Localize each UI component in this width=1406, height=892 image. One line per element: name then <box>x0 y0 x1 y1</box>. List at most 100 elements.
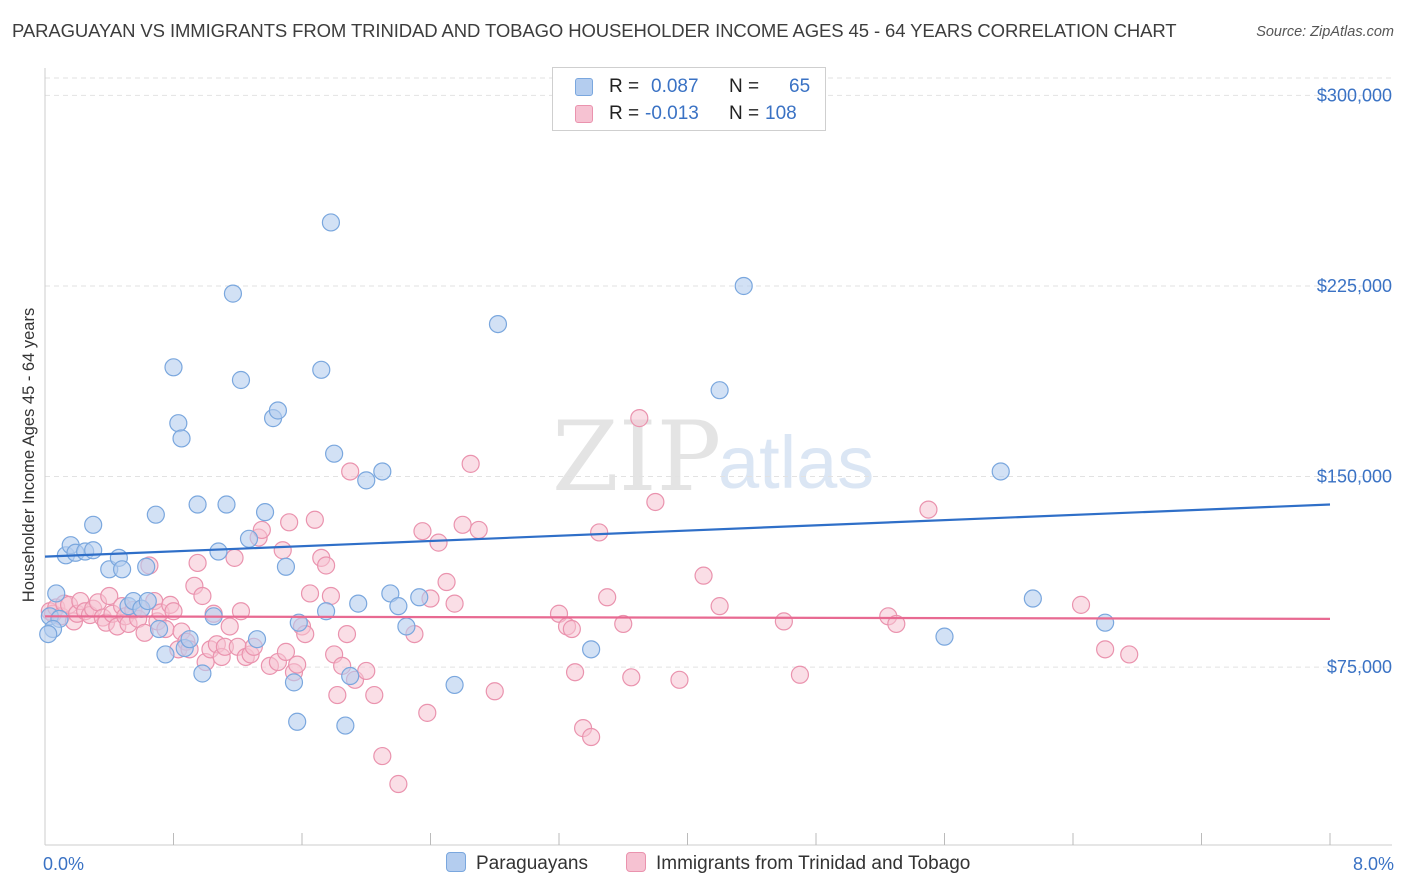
data-point-paraguayans <box>146 505 165 524</box>
y-tick-label: $150,000 <box>1317 467 1392 487</box>
data-point-trinidad <box>321 586 341 606</box>
data-point-paraguayans <box>231 370 251 390</box>
data-point-trinidad <box>622 668 641 687</box>
y-tick-label: $300,000 <box>1317 85 1392 105</box>
legend-swatch-blue <box>575 78 593 96</box>
legend-label-paraguayans: Paraguayans <box>476 853 588 874</box>
data-point-paraguayans <box>349 594 368 613</box>
data-point-paraguayans <box>321 213 341 232</box>
data-point-paraguayans <box>172 429 191 448</box>
trend-line-paraguayans <box>44 503 1331 558</box>
legend-r-label: R = <box>609 103 640 124</box>
watermark: ZIP atlas <box>552 401 874 513</box>
data-point-paraguayans <box>276 557 296 576</box>
y-tick-label: $75,000 <box>1327 657 1392 677</box>
data-point-paraguayans <box>734 276 753 296</box>
data-point-paraguayans <box>164 358 183 377</box>
data-point-trinidad <box>469 520 488 540</box>
data-point-trinidad <box>288 655 307 674</box>
data-point-paraguayans <box>488 314 508 334</box>
data-point-paraguayans <box>255 503 275 522</box>
data-point-trinidad <box>562 619 581 639</box>
data-point-trinidad <box>429 533 448 552</box>
data-point-paraguayans <box>156 645 175 664</box>
data-point-paraguayans <box>325 444 344 463</box>
data-point-paraguayans <box>397 617 416 636</box>
data-point-paraguayans <box>336 716 355 735</box>
data-point-trinidad <box>887 614 906 634</box>
data-point-trinidad <box>413 522 432 541</box>
data-point-trinidad <box>694 566 713 585</box>
data-point-trinidad <box>461 454 480 473</box>
data-point-paraguayans <box>169 414 188 433</box>
data-point-paraguayans <box>180 630 199 649</box>
watermark-atlas: atlas <box>718 421 874 504</box>
data-point-paraguayans <box>112 560 132 579</box>
legend-r-label: R = <box>609 76 640 97</box>
data-point-paraguayans <box>217 495 236 514</box>
data-point-trinidad <box>389 774 408 794</box>
data-point-trinidad <box>100 586 119 606</box>
data-point-paraguayans <box>149 619 169 639</box>
data-point-paraguayans <box>268 401 288 420</box>
data-point-paraguayans <box>47 584 66 603</box>
data-point-paraguayans <box>84 541 103 560</box>
data-point-paraguayans <box>710 381 729 400</box>
legend-label-trinidad: Immigrants from Trinidad and Tobago <box>656 853 971 874</box>
source-label: Source: ZipAtlas.com <box>1256 24 1394 40</box>
data-point-paraguayans <box>357 471 376 490</box>
legend-item-paraguayans: Paraguayans <box>446 852 588 875</box>
data-point-paraguayans <box>312 360 331 379</box>
data-point-paraguayans <box>138 591 157 611</box>
data-point-trinidad <box>305 510 324 529</box>
data-point-paraguayans <box>316 602 336 621</box>
correlation-legend: R = 0.087 N = 65 R = -0.013 N = 108 <box>552 67 826 131</box>
data-point-trinidad <box>231 602 251 621</box>
data-point-trinidad <box>276 642 296 661</box>
data-point-trinidad <box>670 670 689 689</box>
legend-swatch-pink <box>575 105 593 123</box>
data-point-trinidad <box>273 541 292 560</box>
legend-swatch-blue <box>446 852 466 872</box>
data-point-trinidad <box>774 612 793 631</box>
data-point-trinidad <box>252 520 271 540</box>
data-point-trinidad <box>337 624 357 644</box>
data-point-paraguayans <box>239 529 259 548</box>
y-tick-label: $225,000 <box>1317 276 1392 296</box>
data-point-trinidad <box>453 515 472 534</box>
legend-n-label: N = <box>729 76 760 97</box>
data-point-paraguayans <box>410 588 429 607</box>
data-point-trinidad <box>919 500 938 519</box>
data-point-trinidad <box>341 462 360 481</box>
data-point-trinidad <box>710 597 729 616</box>
y-axis-title: Householder Income Ages 45 - 64 years <box>20 308 38 602</box>
legend-n-label: N = <box>729 103 760 124</box>
data-point-trinidad <box>225 548 244 567</box>
data-point-trinidad <box>357 661 376 681</box>
data-point-trinidad <box>590 523 609 542</box>
data-point-trinidad <box>630 409 649 428</box>
legend-r-value: 0.087 <box>651 76 699 97</box>
data-point-paraguayans <box>373 462 392 481</box>
legend-item-trinidad: Immigrants from Trinidad and Tobago <box>626 852 970 875</box>
data-point-trinidad <box>220 617 239 636</box>
data-point-paraguayans <box>289 613 308 632</box>
chart-title: PARAGUAYAN VS IMMIGRANTS FROM TRINIDAD A… <box>12 20 1177 41</box>
data-point-paraguayans <box>1023 589 1042 608</box>
data-point-trinidad <box>565 663 585 682</box>
data-point-paraguayans <box>247 630 267 649</box>
legend-n-value: 65 <box>789 76 811 97</box>
data-point-trinidad <box>328 685 347 705</box>
data-point-paraguayans <box>389 597 408 616</box>
data-point-paraguayans <box>209 542 228 561</box>
data-point-trinidad <box>614 614 633 634</box>
legend-r-value: -0.013 <box>645 103 699 124</box>
data-point-trinidad <box>280 513 299 532</box>
legend-n-value: 108 <box>765 103 797 124</box>
data-point-paraguayans <box>1096 613 1115 632</box>
data-point-paraguayans <box>991 462 1010 481</box>
data-point-trinidad <box>598 588 617 607</box>
data-point-paraguayans <box>341 666 360 686</box>
axes <box>44 68 1392 846</box>
